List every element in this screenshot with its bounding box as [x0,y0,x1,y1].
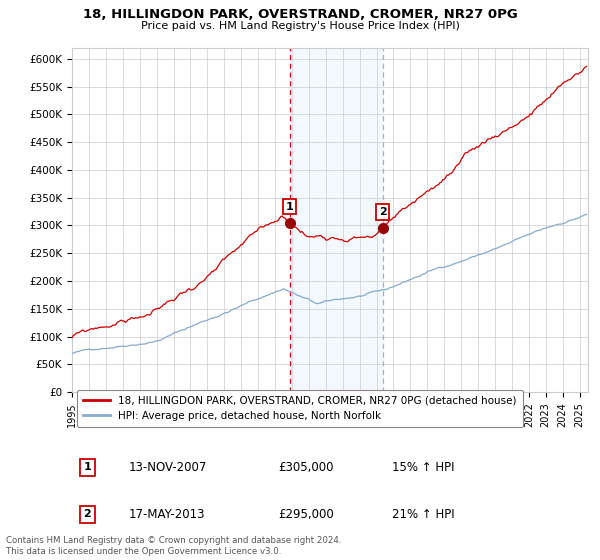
Text: Price paid vs. HM Land Registry's House Price Index (HPI): Price paid vs. HM Land Registry's House … [140,21,460,31]
Text: 1: 1 [286,202,293,212]
Text: 1: 1 [83,463,91,472]
Text: 2: 2 [379,207,386,217]
Text: 2: 2 [83,510,91,519]
Bar [290,48,383,392]
Text: Contains HM Land Registry data © Crown copyright and database right 2024.
This d: Contains HM Land Registry data © Crown c… [6,536,341,556]
Text: £295,000: £295,000 [278,508,334,521]
Text: 21% ↑ HPI: 21% ↑ HPI [392,508,455,521]
Legend: 18, HILLINGDON PARK, OVERSTRAND, CROMER, NR27 0PG (detached house), HPI: Average: 18, HILLINGDON PARK, OVERSTRAND, CROMER,… [77,390,523,427]
Text: 18, HILLINGDON PARK, OVERSTRAND, CROMER, NR27 0PG: 18, HILLINGDON PARK, OVERSTRAND, CROMER,… [83,8,517,21]
Text: 13-NOV-2007: 13-NOV-2007 [129,461,207,474]
Text: 17-MAY-2013: 17-MAY-2013 [129,508,205,521]
Text: £305,000: £305,000 [278,461,334,474]
Text: 15% ↑ HPI: 15% ↑ HPI [392,461,454,474]
